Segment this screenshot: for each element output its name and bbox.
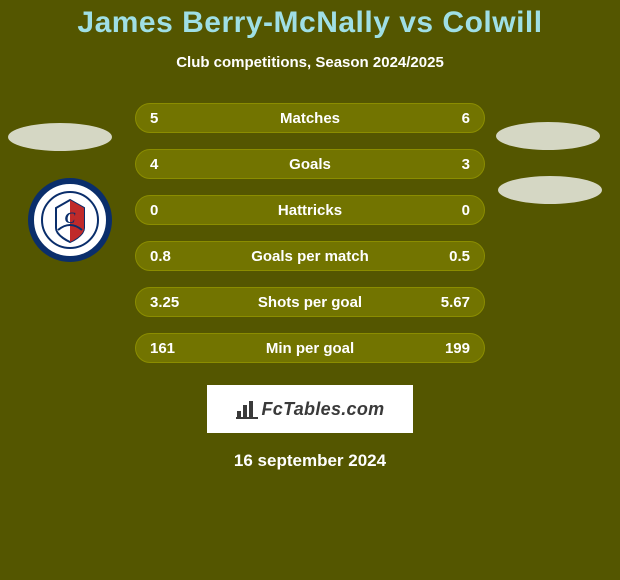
club-crest-icon: C — [40, 190, 100, 250]
stat-label: Goals per match — [200, 248, 420, 265]
stat-label: Min per goal — [200, 340, 420, 357]
club-monogram: C — [65, 210, 76, 227]
page-title: James Berry-McNally vs Colwill — [0, 0, 620, 40]
stat-right-value: 0 — [420, 202, 470, 219]
bars-icon — [236, 399, 258, 419]
stat-right-value: 3 — [420, 156, 470, 173]
player-right-photo-placeholder — [496, 122, 600, 150]
player-left-photo-placeholder — [8, 123, 112, 151]
stat-label: Goals — [200, 156, 420, 173]
stat-left-value: 5 — [150, 110, 200, 127]
stat-label: Matches — [200, 110, 420, 127]
stat-label: Shots per goal — [200, 294, 420, 311]
source-logo-text: FcTables.com — [262, 399, 385, 420]
page-subtitle: Club competitions, Season 2024/2025 — [0, 54, 620, 71]
source-logo: FcTables.com — [207, 385, 413, 433]
stat-left-value: 161 — [150, 340, 200, 357]
player-left-club-badge: C — [28, 178, 112, 262]
stat-row: 3.25Shots per goal5.67 — [135, 287, 485, 317]
stat-left-value: 3.25 — [150, 294, 200, 311]
stat-label: Hattricks — [200, 202, 420, 219]
stat-row: 5Matches6 — [135, 103, 485, 133]
stat-right-value: 199 — [420, 340, 470, 357]
stat-row: 0Hattricks0 — [135, 195, 485, 225]
snapshot-date: 16 september 2024 — [0, 451, 620, 471]
stat-left-value: 4 — [150, 156, 200, 173]
stat-right-value: 6 — [420, 110, 470, 127]
player-right-club-placeholder — [498, 176, 602, 204]
stat-right-value: 5.67 — [420, 294, 470, 311]
stat-left-value: 0.8 — [150, 248, 200, 265]
stat-row: 4Goals3 — [135, 149, 485, 179]
stat-row: 161Min per goal199 — [135, 333, 485, 363]
stat-right-value: 0.5 — [420, 248, 470, 265]
comparison-card: James Berry-McNally vs Colwill Club comp… — [0, 0, 620, 580]
stat-left-value: 0 — [150, 202, 200, 219]
stat-row: 0.8Goals per match0.5 — [135, 241, 485, 271]
